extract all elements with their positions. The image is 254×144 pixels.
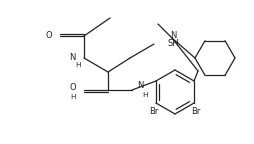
Text: N: N	[69, 54, 75, 62]
Text: O: O	[69, 83, 76, 91]
Text: H: H	[71, 94, 76, 100]
Text: Br: Br	[149, 107, 159, 115]
Text: N: N	[137, 82, 143, 90]
Text: N: N	[170, 32, 176, 40]
Text: Br: Br	[191, 107, 201, 115]
Text: SH: SH	[167, 39, 179, 49]
Text: O: O	[45, 32, 52, 40]
Text: H: H	[75, 62, 81, 68]
Text: H: H	[142, 92, 148, 98]
